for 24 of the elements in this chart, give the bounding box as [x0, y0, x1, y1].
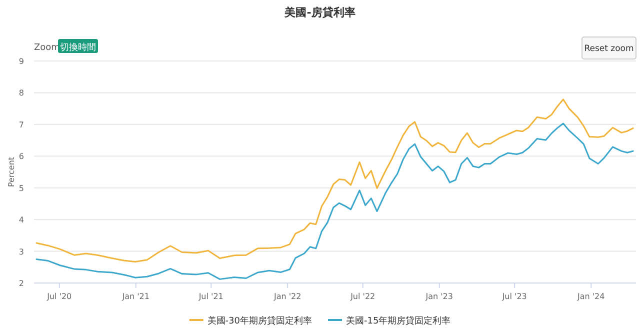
y-tick-label: 8 [18, 88, 24, 98]
x-tick-label: Jul '21 [198, 292, 224, 301]
y-tick-label: 7 [18, 120, 24, 130]
y-axis-title: Percent [7, 156, 16, 188]
y-tick-label: 4 [18, 216, 24, 225]
x-tick-label: Jul '23 [501, 292, 527, 301]
y-tick-label: 3 [18, 247, 24, 256]
x-tick-label: Jul '20 [46, 292, 72, 301]
x-tick-label: Jan '22 [272, 292, 302, 301]
x-tick-label: Jul '22 [350, 292, 376, 301]
text: 切換時間 [60, 42, 96, 53]
chart-title: 美國-房貸利率 [284, 6, 356, 19]
legend-label: 美國-30年期房貸固定利率 [207, 316, 312, 326]
x-tick-label: Jan '23 [424, 292, 453, 301]
x-tick-label: Jan '24 [576, 292, 605, 301]
x-tick-label: Jan '21 [121, 292, 150, 301]
y-tick-label: 9 [18, 57, 24, 66]
line-series [36, 122, 634, 280]
y-tick-label: 2 [18, 279, 24, 288]
line-series [36, 98, 634, 262]
y-tick-label: 6 [18, 152, 24, 162]
text: Reset zoom [584, 44, 634, 54]
y-tick-label: 5 [18, 184, 24, 193]
legend-label: 美國-15年期房貸固定利率 [346, 316, 451, 326]
